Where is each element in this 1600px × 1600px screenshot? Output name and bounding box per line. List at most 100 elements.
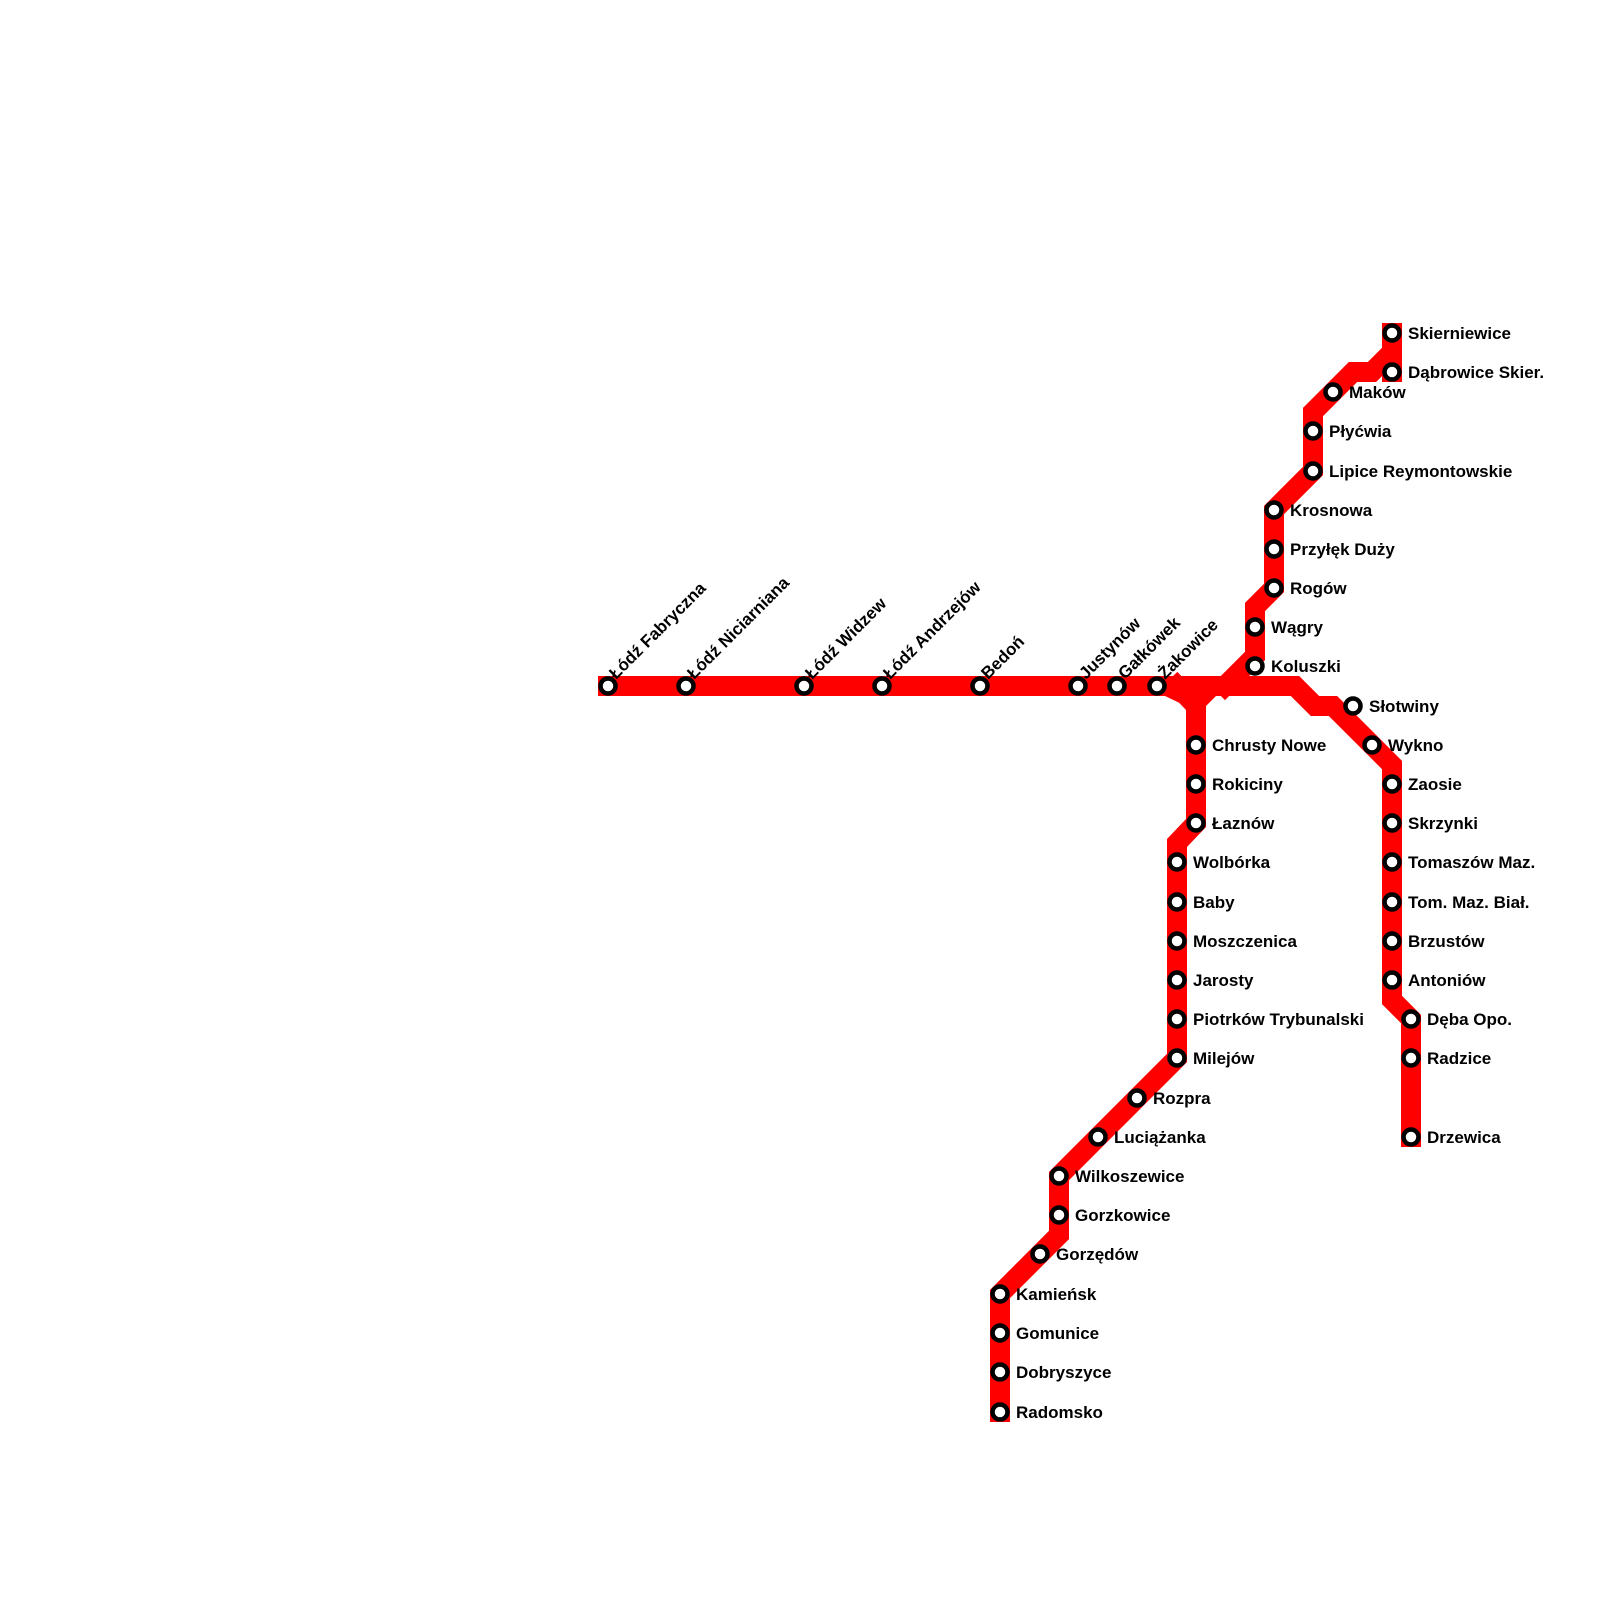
station-kol[interactable]: Koluszki xyxy=(1245,656,1341,676)
station-label: Przyłęk Duży xyxy=(1290,540,1395,559)
station-roz[interactable]: Rozpra xyxy=(1127,1088,1212,1108)
station-bab[interactable]: Baby xyxy=(1167,892,1236,912)
station-ant[interactable]: Antoniów xyxy=(1382,970,1487,990)
station-marker[interactable] xyxy=(990,1402,1010,1422)
station-mil[interactable]: Milejów xyxy=(1167,1048,1256,1068)
station-marker[interactable] xyxy=(1068,676,1088,696)
station-marker[interactable] xyxy=(1264,539,1284,559)
station-wol[interactable]: Wolbórka xyxy=(1167,852,1271,872)
station-rad[interactable]: Radzice xyxy=(1401,1048,1492,1068)
station-marker[interactable] xyxy=(1382,813,1402,833)
station-marker[interactable] xyxy=(1382,323,1402,343)
station-rog[interactable]: Rogów xyxy=(1264,578,1348,598)
station-label: Tomaszów Maz. xyxy=(1408,853,1535,872)
station-prz[interactable]: Przyłęk Duży xyxy=(1264,539,1396,559)
station-ply[interactable]: Płyćwia xyxy=(1303,421,1392,441)
station-marker[interactable] xyxy=(1147,676,1167,696)
station-marker[interactable] xyxy=(990,1362,1010,1382)
station-marker[interactable] xyxy=(990,1323,1010,1343)
station-marker[interactable] xyxy=(1323,382,1343,402)
station-kro[interactable]: Krosnowa xyxy=(1264,500,1373,520)
station-marker[interactable] xyxy=(1167,892,1187,912)
station-marker[interactable] xyxy=(1303,421,1323,441)
station-gor[interactable]: Gorzkowice xyxy=(1049,1205,1171,1225)
station-lip[interactable]: Lipice Reymontowskie xyxy=(1303,461,1513,481)
station-marker[interactable] xyxy=(1167,970,1187,990)
station-marker[interactable] xyxy=(1167,1048,1187,1068)
station-marker[interactable] xyxy=(1264,500,1284,520)
station-marker[interactable] xyxy=(1186,813,1206,833)
station-chr[interactable]: Chrusty Nowe xyxy=(1186,735,1327,755)
station-tmb[interactable]: Tom. Maz. Biał. xyxy=(1382,892,1530,912)
station-wag[interactable]: Wągry xyxy=(1245,617,1324,637)
station-marker[interactable] xyxy=(1167,931,1187,951)
station-label: Gomunice xyxy=(1016,1324,1099,1343)
station-dob[interactable]: Dobryszyce xyxy=(990,1362,1112,1382)
station-marker[interactable] xyxy=(970,676,990,696)
station-marker[interactable] xyxy=(1382,892,1402,912)
station-label: Antoniów xyxy=(1408,971,1486,990)
station-wyk[interactable]: Wykno xyxy=(1362,735,1444,755)
station-marker[interactable] xyxy=(1401,1048,1421,1068)
station-marker[interactable] xyxy=(1382,774,1402,794)
station-marker[interactable] xyxy=(1401,1009,1421,1029)
station-marker[interactable] xyxy=(1245,656,1265,676)
station-marker[interactable] xyxy=(1088,1127,1108,1147)
station-marker[interactable] xyxy=(1030,1244,1050,1264)
station-marker[interactable] xyxy=(1049,1166,1069,1186)
station-gom[interactable]: Gomunice xyxy=(990,1323,1100,1343)
station-marker[interactable] xyxy=(1245,617,1265,637)
station-marker[interactable] xyxy=(1401,1127,1421,1147)
station-laz[interactable]: Łaznów xyxy=(1186,813,1276,833)
station-marker[interactable] xyxy=(1107,676,1127,696)
station-tom[interactable]: Tomaszów Maz. xyxy=(1382,852,1536,872)
station-pio[interactable]: Piotrków Trybunalski xyxy=(1167,1009,1365,1029)
station-slo[interactable]: Słotwiny xyxy=(1343,696,1440,716)
station-mos[interactable]: Moszczenica xyxy=(1167,931,1298,951)
station-mak[interactable]: Maków xyxy=(1323,382,1407,402)
station-grz[interactable]: Gorzędów xyxy=(1030,1244,1139,1264)
station-marker[interactable] xyxy=(1127,1088,1147,1108)
station-brz[interactable]: Brzustów xyxy=(1382,931,1486,951)
station-kam[interactable]: Kamieńsk xyxy=(990,1284,1097,1304)
station-marker[interactable] xyxy=(1382,970,1402,990)
station-skr[interactable]: Skrzynki xyxy=(1382,813,1478,833)
station-deb[interactable]: Dęba Opo. xyxy=(1401,1009,1513,1029)
station-marker[interactable] xyxy=(1186,774,1206,794)
station-marker[interactable] xyxy=(1186,735,1206,755)
station-wil[interactable]: Wilkoszewice xyxy=(1049,1166,1185,1186)
station-zao[interactable]: Zaosie xyxy=(1382,774,1462,794)
station-marker[interactable] xyxy=(1049,1205,1069,1225)
station-label: Gorzędów xyxy=(1056,1245,1139,1264)
station-label: Wykno xyxy=(1388,736,1443,755)
station-label: Skrzynki xyxy=(1408,814,1478,833)
station-label: Wągry xyxy=(1271,618,1324,637)
station-drz[interactable]: Drzewica xyxy=(1401,1127,1502,1147)
station-marker[interactable] xyxy=(1382,852,1402,872)
station-label: Dąbrowice Skier. xyxy=(1408,363,1544,382)
station-label: Dobryszyce xyxy=(1016,1363,1111,1382)
station-marker[interactable] xyxy=(794,676,814,696)
station-marker[interactable] xyxy=(1167,1009,1187,1029)
station-jar[interactable]: Jarosty xyxy=(1167,970,1255,990)
station-marker[interactable] xyxy=(598,676,618,696)
station-luc[interactable]: Luciążanka xyxy=(1088,1127,1207,1147)
station-rok[interactable]: Rokiciny xyxy=(1186,774,1284,794)
station-marker[interactable] xyxy=(990,1284,1010,1304)
station-marker[interactable] xyxy=(1382,931,1402,951)
station-marker[interactable] xyxy=(1303,461,1323,481)
station-rdm[interactable]: Radomsko xyxy=(990,1402,1103,1422)
station-marker[interactable] xyxy=(1343,696,1363,716)
station-ski[interactable]: Skierniewice xyxy=(1382,323,1512,343)
station-marker[interactable] xyxy=(1264,578,1284,598)
station-label: Chrusty Nowe xyxy=(1212,736,1326,755)
station-marker[interactable] xyxy=(1382,362,1402,382)
station-marker[interactable] xyxy=(1167,852,1187,872)
station-marker[interactable] xyxy=(1362,735,1382,755)
station-marker[interactable] xyxy=(872,676,892,696)
station-label: Piotrków Trybunalski xyxy=(1193,1010,1364,1029)
station-label: Kamieńsk xyxy=(1016,1285,1097,1304)
station-dab[interactable]: Dąbrowice Skier. xyxy=(1382,362,1545,382)
station-marker[interactable] xyxy=(676,676,696,696)
junction xyxy=(1165,676,1245,706)
